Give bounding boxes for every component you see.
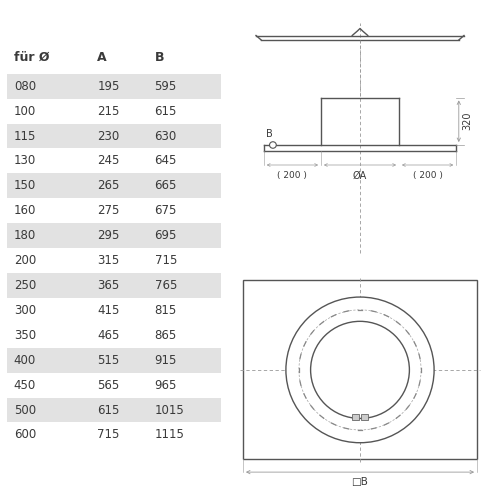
Text: ØA: ØA bbox=[353, 171, 367, 181]
Text: 315: 315 bbox=[98, 254, 120, 267]
Text: 815: 815 bbox=[154, 304, 177, 317]
Text: 250: 250 bbox=[14, 279, 36, 292]
Text: 130: 130 bbox=[14, 154, 36, 168]
Text: 515: 515 bbox=[98, 354, 120, 366]
Text: 300: 300 bbox=[14, 304, 36, 317]
Text: A: A bbox=[98, 51, 107, 64]
Bar bbox=[7, 348, 220, 372]
Bar bbox=[7, 223, 220, 248]
Text: 295: 295 bbox=[98, 229, 120, 242]
Circle shape bbox=[286, 297, 434, 442]
Text: 965: 965 bbox=[154, 378, 177, 392]
Text: 230: 230 bbox=[98, 130, 120, 142]
Text: 645: 645 bbox=[154, 154, 177, 168]
Text: 245: 245 bbox=[98, 154, 120, 168]
Text: 865: 865 bbox=[154, 329, 177, 342]
Text: B: B bbox=[154, 51, 164, 64]
Text: 630: 630 bbox=[154, 130, 177, 142]
Bar bbox=[7, 124, 220, 148]
Text: 215: 215 bbox=[98, 104, 120, 118]
Text: 450: 450 bbox=[14, 378, 36, 392]
Text: 100: 100 bbox=[14, 104, 36, 118]
Text: 195: 195 bbox=[98, 80, 120, 92]
Bar bbox=[7, 174, 220, 199]
Text: 600: 600 bbox=[14, 428, 36, 442]
Circle shape bbox=[270, 142, 276, 148]
Circle shape bbox=[310, 322, 410, 418]
Text: 500: 500 bbox=[14, 404, 36, 416]
Text: 715: 715 bbox=[98, 428, 120, 442]
Text: 565: 565 bbox=[98, 378, 120, 392]
Text: 115: 115 bbox=[14, 130, 36, 142]
Text: 415: 415 bbox=[98, 304, 120, 317]
Text: 765: 765 bbox=[154, 279, 177, 292]
Text: B: B bbox=[266, 128, 272, 138]
Text: 595: 595 bbox=[154, 80, 177, 92]
Text: für Ø: für Ø bbox=[14, 51, 50, 64]
Text: 615: 615 bbox=[154, 104, 177, 118]
Text: 615: 615 bbox=[98, 404, 120, 416]
Text: 350: 350 bbox=[14, 329, 36, 342]
Text: 715: 715 bbox=[154, 254, 177, 267]
Text: 400: 400 bbox=[14, 354, 36, 366]
Bar bbox=[352, 414, 359, 420]
Text: 200: 200 bbox=[14, 254, 36, 267]
Bar bbox=[243, 280, 477, 460]
Text: 365: 365 bbox=[98, 279, 120, 292]
Text: 150: 150 bbox=[14, 180, 36, 192]
Text: 320: 320 bbox=[462, 112, 472, 130]
Text: 1115: 1115 bbox=[154, 428, 184, 442]
Text: 160: 160 bbox=[14, 204, 36, 218]
Bar bbox=[7, 273, 220, 298]
Text: 265: 265 bbox=[98, 180, 120, 192]
Text: ( 200 ): ( 200 ) bbox=[412, 171, 442, 180]
Text: 275: 275 bbox=[98, 204, 120, 218]
Text: 465: 465 bbox=[98, 329, 120, 342]
Text: 080: 080 bbox=[14, 80, 36, 92]
Text: 915: 915 bbox=[154, 354, 177, 366]
Bar bbox=[7, 398, 220, 422]
Text: 695: 695 bbox=[154, 229, 177, 242]
Bar bbox=[361, 414, 368, 420]
Bar bbox=[7, 74, 220, 98]
Text: 1015: 1015 bbox=[154, 404, 184, 416]
Text: 665: 665 bbox=[154, 180, 177, 192]
Text: 675: 675 bbox=[154, 204, 177, 218]
Text: ( 200 ): ( 200 ) bbox=[278, 171, 308, 180]
Text: 180: 180 bbox=[14, 229, 36, 242]
Text: □B: □B bbox=[352, 477, 368, 487]
